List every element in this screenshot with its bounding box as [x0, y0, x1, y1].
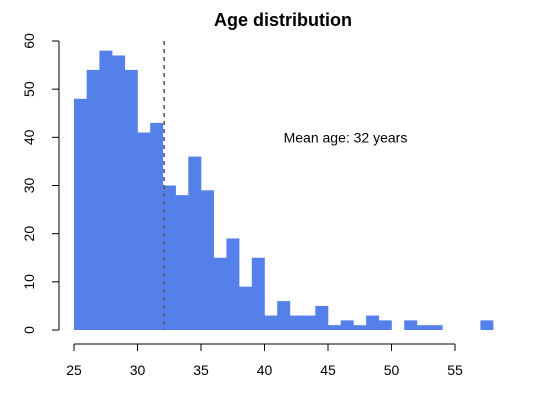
y-tick-label: 50 — [21, 81, 37, 97]
histogram-bar — [112, 55, 125, 330]
histogram-bar — [99, 51, 112, 330]
histogram-bar — [328, 325, 341, 330]
histogram-bar — [366, 316, 379, 330]
x-tick-label: 55 — [447, 362, 463, 378]
histogram-bar — [125, 70, 138, 330]
y-tick-label: 20 — [21, 226, 37, 242]
histogram-bar — [341, 320, 354, 330]
y-axis: 0 10 20 30 40 50 60 — [21, 33, 59, 334]
x-tick-label: 25 — [66, 362, 82, 378]
histogram-bar — [252, 258, 265, 330]
histogram-bar — [214, 258, 227, 330]
histogram-bar — [430, 325, 443, 330]
histogram-bar — [188, 157, 201, 330]
histogram-bar — [404, 320, 417, 330]
x-tick-label: 40 — [257, 362, 273, 378]
histogram-bar — [87, 70, 100, 330]
histogram-bar — [417, 325, 430, 330]
histogram-bar — [239, 287, 252, 330]
histogram-bar — [315, 306, 328, 330]
histogram-bars — [74, 51, 493, 330]
histogram-bar — [379, 320, 392, 330]
histogram-bar — [150, 123, 163, 330]
histogram-bar — [277, 301, 290, 330]
histogram-bar — [138, 133, 151, 330]
x-tick-label: 45 — [320, 362, 336, 378]
histogram-bar — [303, 316, 316, 330]
x-tick-label: 30 — [130, 362, 146, 378]
y-tick-label: 10 — [21, 274, 37, 290]
histogram-bar — [201, 190, 214, 330]
histogram-bar — [265, 316, 278, 330]
y-tick-label: 40 — [21, 129, 37, 145]
x-tick-label: 35 — [193, 362, 209, 378]
histogram-bar — [480, 320, 493, 330]
mean-age-annotation: Mean age: 32 years — [284, 129, 408, 145]
chart-title: Age distribution — [214, 10, 352, 30]
y-tick-label: 60 — [21, 33, 37, 49]
y-tick-label: 30 — [21, 178, 37, 194]
histogram-bar — [176, 195, 189, 330]
histogram-bar — [74, 99, 87, 330]
x-tick-label: 50 — [384, 362, 400, 378]
histogram-bar — [353, 325, 366, 330]
histogram-bar — [226, 238, 239, 330]
x-axis: 25 30 35 40 45 50 55 — [66, 344, 463, 378]
y-tick-label: 0 — [21, 326, 37, 334]
histogram-bar — [290, 316, 303, 330]
